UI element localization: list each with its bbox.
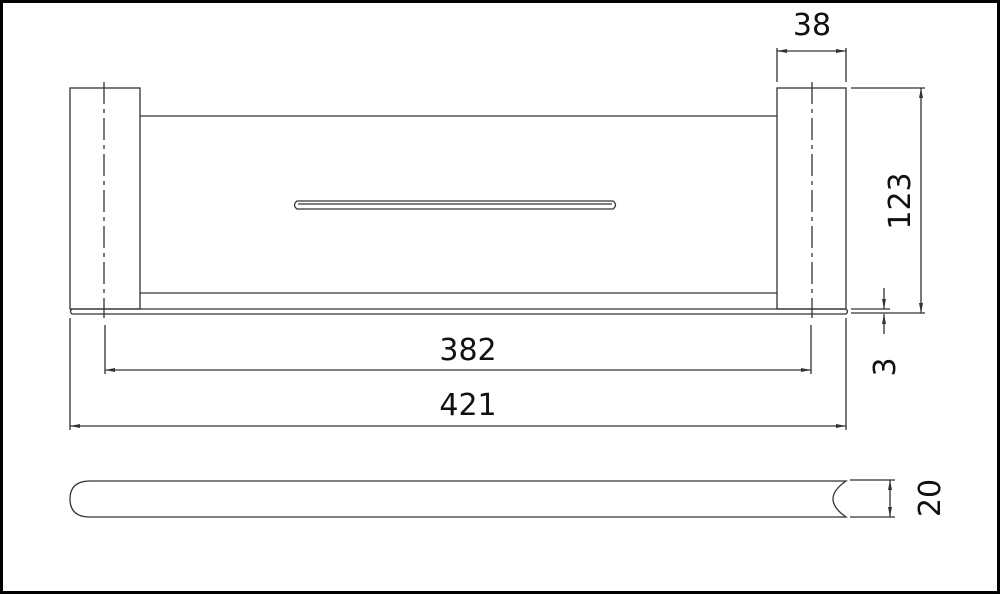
dim-label-382: 382 xyxy=(439,333,496,368)
top-view-profile xyxy=(69,480,849,518)
dim-label-421: 421 xyxy=(439,388,496,423)
dim-label-123: 123 xyxy=(883,172,918,229)
drain-slot xyxy=(293,200,617,210)
dim-label-20: 20 xyxy=(913,479,948,517)
base-plate xyxy=(69,308,849,315)
dim-label-3: 3 xyxy=(868,357,903,376)
dim-label-38: 38 xyxy=(793,8,831,43)
sheet xyxy=(3,3,997,591)
